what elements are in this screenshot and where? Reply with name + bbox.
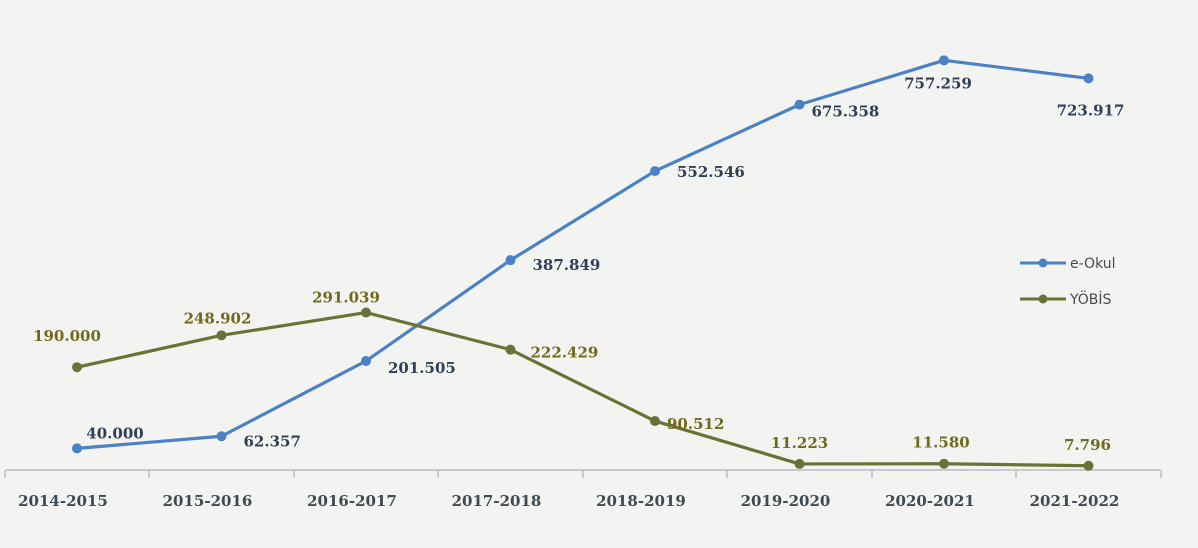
data-point [939, 55, 949, 66]
legend-swatch-marker [1038, 294, 1048, 304]
data-label: 675.358 [812, 103, 880, 121]
data-point [650, 166, 660, 177]
data-label: 723.917 [1057, 101, 1125, 119]
data-label: 387.849 [533, 256, 601, 274]
x-tick-label: 2018-2019 [596, 492, 686, 510]
data-point [939, 458, 949, 469]
data-point [505, 344, 516, 355]
data-point [650, 416, 660, 427]
data-label: 757.259 [904, 74, 972, 92]
series-line-yobis [75, 310, 1091, 468]
data-label: 201.505 [388, 359, 456, 377]
data-label: 291.039 [312, 289, 380, 307]
data-point [794, 458, 805, 469]
series-line-e-okul [75, 58, 1091, 450]
data-label: 40.000 [86, 424, 143, 442]
data-label: 11.580 [912, 434, 969, 452]
x-tick-label: 2019-2020 [741, 492, 831, 510]
data-label: 11.223 [771, 434, 828, 452]
data-label: 7.796 [1064, 436, 1111, 454]
data-point [361, 355, 371, 366]
data-label: 248.902 [184, 309, 252, 327]
data-label: 190.000 [33, 327, 101, 345]
x-tick-label: 2014-2015 [18, 492, 108, 510]
data-point [216, 330, 227, 341]
data-point [505, 255, 516, 266]
data-label: 62.357 [244, 432, 301, 450]
data-label: 222.429 [531, 344, 599, 362]
x-tick-label: 2021-2022 [1030, 492, 1120, 510]
data-point [361, 307, 371, 318]
x-tick-label: 2020-2021 [885, 492, 975, 510]
legend-swatch-marker [1038, 258, 1048, 268]
data-point [72, 362, 82, 373]
legend-label: e-Okul [1070, 256, 1116, 272]
data-label: 552.546 [677, 163, 745, 181]
legend-label: YÖBİS [1069, 290, 1112, 308]
x-tick-label: 2015-2016 [163, 492, 253, 510]
data-point [794, 99, 805, 110]
data-point [1083, 73, 1094, 84]
data-point [216, 431, 227, 442]
x-tick-label: 2017-2018 [452, 492, 542, 510]
data-point [1083, 460, 1094, 471]
x-tick-label: 2016-2017 [307, 492, 397, 510]
data-point [72, 443, 82, 454]
data-label: 90.512 [667, 415, 724, 433]
